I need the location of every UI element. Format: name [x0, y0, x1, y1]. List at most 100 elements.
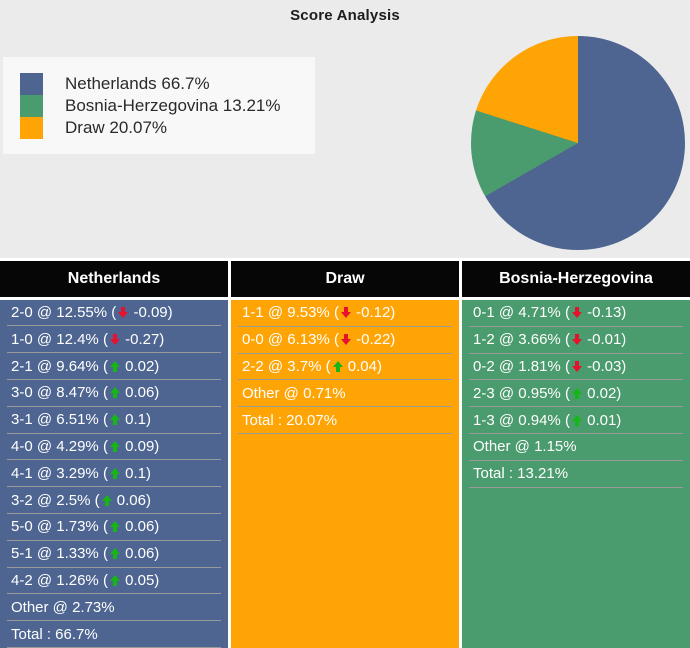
trend-up-icon — [332, 360, 343, 372]
score-label: 2-0 @ 12.55% ( — [11, 304, 117, 322]
trend-up-icon — [109, 360, 120, 372]
score-row: 0-0 @ 6.13% ( -0.22) — [238, 327, 452, 354]
score-column-netherlands: Netherlands 2-0 @ 12.55% ( -0.09) 1-0 @ 1… — [0, 261, 228, 648]
trend-down-icon — [571, 307, 582, 319]
legend-label: Draw 20.07% — [65, 118, 168, 137]
score-label: 3-0 @ 8.47% ( — [11, 384, 108, 402]
column-header-bosnia-herzegovina: Bosnia-Herzegovina — [462, 261, 690, 297]
score-label: 4-1 @ 3.29% ( — [11, 464, 108, 482]
trend-up-icon — [109, 575, 120, 586]
score-delta: -0.03) — [582, 357, 627, 375]
score-delta: -0.13) — [582, 304, 627, 322]
trend-down-icon — [571, 334, 582, 346]
trend-up-icon — [109, 441, 120, 453]
score-label: 0-2 @ 1.81% ( — [473, 357, 570, 375]
score-row: Other @ 0.71% — [238, 380, 452, 408]
score-row: 4-0 @ 4.29% ( 0.09) — [7, 434, 221, 461]
legend-item-netherlands: Netherlands 66.7% — [20, 73, 315, 95]
score-row: 1-3 @ 0.94% ( 0.01) — [469, 407, 683, 434]
score-delta: -0.09) — [129, 304, 173, 322]
score-row: 3-0 @ 8.47% ( 0.06) — [7, 380, 221, 407]
trend-up-icon — [571, 414, 582, 426]
score-column-bosnia-herzegovina: Bosnia-Herzegovina 0-1 @ 4.71% ( -0.13) 1… — [462, 261, 690, 648]
chart-title: Score Analysis — [290, 7, 400, 24]
score-label: 1-0 @ 12.4% ( — [11, 330, 108, 348]
trend-down-icon — [571, 360, 582, 372]
score-row: 4-2 @ 1.26% ( 0.05) — [7, 568, 221, 595]
score-label: Other @ 0.71% — [242, 384, 346, 402]
score-label: 1-1 @ 9.53% ( — [242, 304, 339, 322]
column-body-bosnia-herzegovina: 0-1 @ 4.71% ( -0.13) 1-2 @ 3.66% ( -0.01)… — [462, 300, 690, 648]
score-row: 4-1 @ 3.29% ( 0.1) — [7, 460, 221, 488]
score-label: 0-1 @ 4.71% ( — [473, 304, 570, 322]
score-delta: 0.04) — [343, 357, 382, 375]
score-label: 4-2 @ 1.26% ( — [11, 572, 108, 589]
score-row: 5-1 @ 1.33% ( 0.06) — [7, 541, 221, 568]
score-row: Total : 20.07% — [238, 407, 452, 434]
column-body-netherlands: 2-0 @ 12.55% ( -0.09) 1-0 @ 12.4% ( -0.27… — [0, 299, 228, 648]
score-delta: 0.06) — [120, 384, 160, 402]
legend-label: Netherlands 66.7% — [65, 74, 210, 93]
score-label: Total : 66.7% — [11, 625, 98, 643]
score-tables: Netherlands 2-0 @ 12.55% ( -0.09) 1-0 @ 1… — [0, 258, 690, 648]
score-label: Other @ 2.73% — [11, 598, 115, 616]
score-delta: 0.05) — [120, 572, 160, 589]
legend-swatch-netherlands — [20, 73, 43, 95]
score-label: Total : 13.21% — [473, 465, 569, 483]
score-delta: -0.12) — [351, 304, 396, 322]
column-header-draw: Draw — [231, 261, 459, 297]
score-label: 2-2 @ 3.7% ( — [242, 357, 331, 375]
score-delta: -0.27) — [120, 330, 165, 348]
score-label: 2-1 @ 9.64% ( — [11, 357, 108, 375]
legend-item-draw: Draw 20.07% — [20, 117, 315, 139]
score-label: 1-2 @ 3.66% ( — [473, 331, 570, 349]
score-row: 3-1 @ 6.51% ( 0.1) — [7, 407, 221, 434]
trend-up-icon — [101, 494, 112, 506]
score-row: 2-0 @ 12.55% ( -0.09) — [7, 300, 221, 327]
score-delta: -0.01) — [582, 331, 627, 349]
trend-down-icon — [340, 307, 351, 319]
score-label: 0-0 @ 6.13% ( — [242, 331, 339, 349]
score-row: 0-2 @ 1.81% ( -0.03) — [469, 354, 683, 381]
score-delta: 0.01) — [582, 411, 622, 429]
trend-up-icon — [109, 387, 120, 399]
score-label: 2-3 @ 0.95% ( — [473, 384, 570, 402]
score-label: Other @ 1.15% — [473, 438, 577, 456]
trend-down-icon — [118, 307, 129, 319]
score-label: 3-2 @ 2.5% ( — [11, 491, 100, 509]
score-row: 5-0 @ 1.73% ( 0.06) — [7, 514, 221, 541]
score-row: Other @ 2.73% — [7, 594, 221, 622]
legend-swatch-bosnia-herzegovina — [20, 95, 43, 117]
score-delta: 0.06) — [112, 491, 151, 509]
chart-area: Score Analysis Netherlands 66.7% Bosnia-… — [0, 0, 690, 258]
score-row: Total : 13.21% — [469, 461, 683, 488]
column-header-netherlands: Netherlands — [0, 261, 228, 297]
trend-down-icon — [109, 333, 120, 345]
trend-up-icon — [109, 521, 120, 533]
legend-swatch-draw — [20, 117, 43, 139]
trend-up-icon — [109, 548, 120, 560]
score-delta: -0.22) — [351, 331, 396, 349]
score-label: 4-0 @ 4.29% ( — [11, 438, 108, 456]
score-row: 1-1 @ 9.53% ( -0.12) — [238, 300, 452, 327]
score-row: 2-1 @ 9.64% ( 0.02) — [7, 353, 221, 381]
score-delta: 0.1) — [120, 464, 151, 482]
score-label: 3-1 @ 6.51% ( — [11, 411, 108, 429]
score-delta: 0.09) — [120, 438, 160, 456]
score-row: 2-3 @ 0.95% ( 0.02) — [469, 380, 683, 408]
score-label: 1-3 @ 0.94% ( — [473, 411, 570, 429]
legend-label: Bosnia-Herzegovina 13.21% — [65, 96, 281, 115]
score-row: Total : 66.7% — [7, 621, 221, 648]
score-delta: 0.02) — [120, 357, 160, 375]
score-label: 5-0 @ 1.73% ( — [11, 518, 108, 536]
score-column-draw: Draw 1-1 @ 9.53% ( -0.12) 0-0 @ 6.13% ( -… — [231, 261, 459, 648]
score-label: 5-1 @ 1.33% ( — [11, 545, 108, 563]
pie-legend: Netherlands 66.7% Bosnia-Herzegovina 13.… — [3, 57, 315, 154]
trend-up-icon — [109, 414, 120, 426]
score-row: 3-2 @ 2.5% ( 0.06) — [7, 487, 221, 515]
score-delta: 0.06) — [120, 518, 160, 536]
trend-down-icon — [340, 334, 351, 346]
trend-up-icon — [109, 467, 120, 479]
score-row: 1-0 @ 12.4% ( -0.27) — [7, 326, 221, 354]
